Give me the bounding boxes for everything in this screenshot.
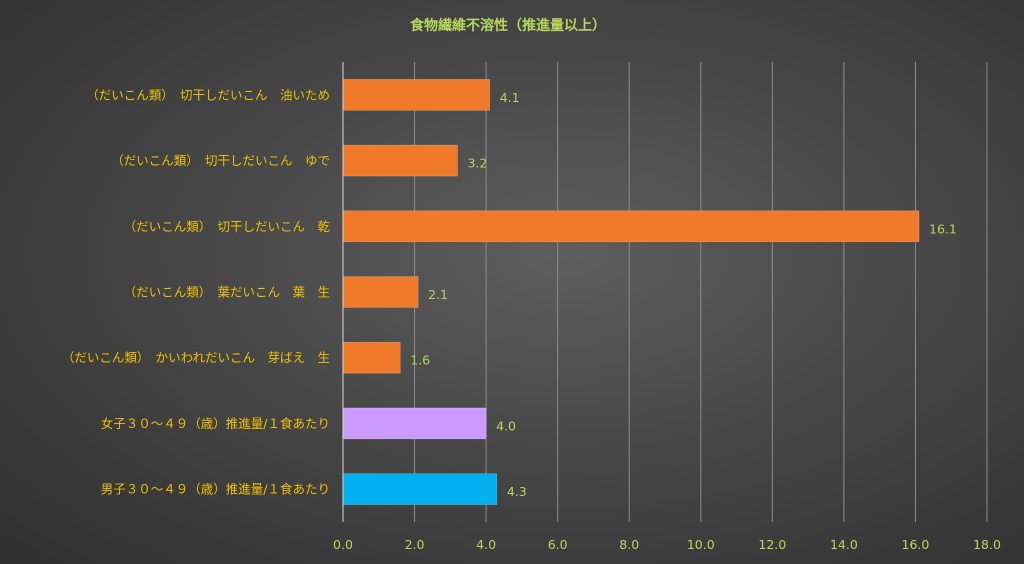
x-tick-label: 8.0 bbox=[619, 537, 639, 552]
value-label: 4.3 bbox=[507, 484, 527, 499]
bar bbox=[342, 341, 401, 374]
x-tick-label: 10.0 bbox=[687, 537, 715, 552]
x-tick-label: 0.0 bbox=[333, 537, 353, 552]
bar bbox=[342, 144, 458, 177]
gridlines bbox=[414, 62, 988, 522]
value-label: 2.1 bbox=[428, 287, 448, 302]
value-label: 1.6 bbox=[410, 353, 430, 368]
x-tick-label: 2.0 bbox=[405, 537, 425, 552]
category-labels: （だいこん類） 切干しだいこん 油いため （だいこん類） 切干しだいこん ゆで （だ… bbox=[62, 87, 331, 496]
category-label: （だいこん類） 切干しだいこん 乾 bbox=[124, 219, 331, 234]
x-tick-label: 6.0 bbox=[548, 537, 568, 552]
value-label: 4.0 bbox=[496, 418, 516, 433]
category-label: 女子３０～４９（歳）推進量/１食あたり bbox=[101, 416, 330, 431]
x-axis-tick-labels: 0.0 2.0 4.0 6.0 8.0 10.0 12.0 14.0 16.0 18.0 bbox=[333, 537, 1001, 552]
category-label: （だいこん類） 切干しだいこん ゆで bbox=[111, 153, 330, 168]
value-labels: 4.1 3.2 16.1 2.1 1.6 4.0 4.3 bbox=[410, 90, 957, 499]
bar bbox=[342, 473, 498, 505]
x-tick-label: 16.0 bbox=[902, 537, 930, 552]
bar bbox=[342, 210, 920, 243]
bar bbox=[342, 407, 487, 440]
value-label: 4.1 bbox=[500, 90, 520, 105]
bar bbox=[342, 276, 419, 308]
x-tick-label: 18.0 bbox=[973, 537, 1001, 552]
category-label: （だいこん類） 切干しだいこん 油いため bbox=[86, 87, 330, 102]
x-tick-label: 4.0 bbox=[476, 537, 496, 552]
category-label: （だいこん類） 葉だいこん 葉 生 bbox=[124, 285, 330, 300]
category-label: （だいこん類） かいわれだいこん 芽ばえ 生 bbox=[62, 350, 330, 365]
category-label: 男子３０～４９（歳）推進量/１食あたり bbox=[101, 482, 330, 497]
bars bbox=[342, 79, 920, 505]
value-label: 3.2 bbox=[467, 156, 487, 171]
x-tick-label: 12.0 bbox=[758, 537, 786, 552]
bar bbox=[342, 79, 490, 111]
chart-title: 食物繊維不溶性（推進量以上） bbox=[410, 17, 606, 34]
x-tick-label: 14.0 bbox=[830, 537, 858, 552]
value-label: 16.1 bbox=[929, 221, 957, 236]
